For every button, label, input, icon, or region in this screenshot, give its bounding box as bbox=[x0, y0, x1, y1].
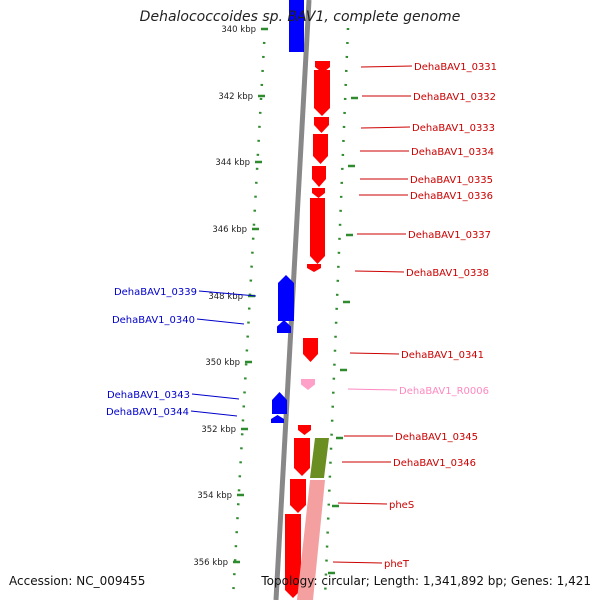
gene-leader-line bbox=[354, 270, 405, 273]
gene-label: DehaBAV1_0344 bbox=[106, 407, 189, 418]
gene-label: DehaBAV1_0340 bbox=[112, 315, 195, 326]
scale-label: 352 kbp bbox=[201, 425, 236, 435]
gene-leader-line bbox=[360, 126, 411, 129]
gene-shape-olive bbox=[310, 438, 329, 478]
gene-label: pheT bbox=[384, 559, 410, 570]
gene-shape-forward bbox=[303, 338, 318, 362]
gene-shape-reverse bbox=[278, 275, 294, 321]
accession-label: Accession: NC_009455 bbox=[9, 574, 146, 588]
gene-label: DehaBAV1_0332 bbox=[413, 92, 496, 103]
scale-label: 346 kbp bbox=[212, 225, 247, 235]
gene-leader-line bbox=[349, 352, 400, 355]
gene-shape-forward bbox=[285, 514, 301, 598]
gene-shape-forward bbox=[298, 425, 311, 435]
scale-label: 350 kbp bbox=[205, 358, 240, 368]
scale-label: 340 kbp bbox=[221, 25, 256, 35]
gene-label: DehaBAV1_0333 bbox=[412, 123, 495, 134]
gene-label: DehaBAV1_0341 bbox=[401, 350, 484, 361]
gene-shape-forward bbox=[294, 438, 310, 476]
gene-label: DehaBAV1_0346 bbox=[393, 458, 476, 469]
gene-label: DehaBAV1_0336 bbox=[410, 191, 493, 202]
gene-label: DehaBAV1_0339 bbox=[114, 287, 197, 298]
gene-shape-forward bbox=[310, 198, 325, 264]
gene-leader-line bbox=[332, 561, 383, 564]
gene-shape-forward bbox=[314, 117, 329, 133]
gene-leader-line bbox=[191, 393, 240, 400]
gene-leader-line bbox=[347, 388, 398, 391]
gene-shape-reverse bbox=[271, 415, 284, 423]
gene-shape-reverse bbox=[277, 320, 291, 333]
gene-leader-line bbox=[196, 318, 245, 325]
gene-label: DehaBAV1_0334 bbox=[411, 147, 494, 158]
gene-label: DehaBAV1_0338 bbox=[406, 268, 489, 279]
scale-label: 342 kbp bbox=[218, 92, 253, 102]
gene-label: pheS bbox=[389, 500, 414, 511]
gene-label: DehaBAV1_0343 bbox=[107, 390, 190, 401]
scale-track-left bbox=[231, 27, 267, 599]
scale-label: 348 kbp bbox=[208, 292, 243, 302]
gene-leader-line bbox=[337, 502, 388, 505]
gene-shape-forward bbox=[290, 479, 306, 513]
gene-shape-partial bbox=[289, 0, 304, 52]
scale-label: 354 kbp bbox=[197, 491, 232, 501]
scale-label: 356 kbp bbox=[193, 558, 228, 568]
gene-leader-line bbox=[198, 290, 257, 297]
gene-shape-forward bbox=[314, 70, 330, 116]
gene-shape-pseudo bbox=[297, 480, 325, 600]
gene-label: DehaBAV1_0345 bbox=[395, 432, 478, 443]
gene-shape-forward bbox=[312, 166, 326, 187]
gene-shape-forward bbox=[307, 264, 321, 272]
gene-shape-forward bbox=[312, 188, 325, 198]
gene-label: DehaBAV1_0337 bbox=[408, 230, 491, 241]
gene-shape-forward bbox=[313, 134, 328, 164]
genome-summary: Topology: circular; Length: 1,341,892 bp… bbox=[261, 574, 591, 588]
gene-label: DehaBAV1_0331 bbox=[414, 62, 497, 73]
gene-leader-line bbox=[190, 410, 238, 417]
map-title: Dehalococcoides sp. BAV1, complete genom… bbox=[139, 9, 461, 25]
scale-label: 344 kbp bbox=[215, 158, 250, 168]
rna-shape bbox=[301, 379, 315, 390]
gene-label: DehaBAV1_0335 bbox=[410, 175, 493, 186]
gene-label: DehaBAV1_R0006 bbox=[399, 386, 489, 397]
gene-shape-reverse bbox=[272, 392, 287, 414]
scale-track-right bbox=[323, 27, 350, 599]
gene-leader-line bbox=[360, 65, 413, 68]
